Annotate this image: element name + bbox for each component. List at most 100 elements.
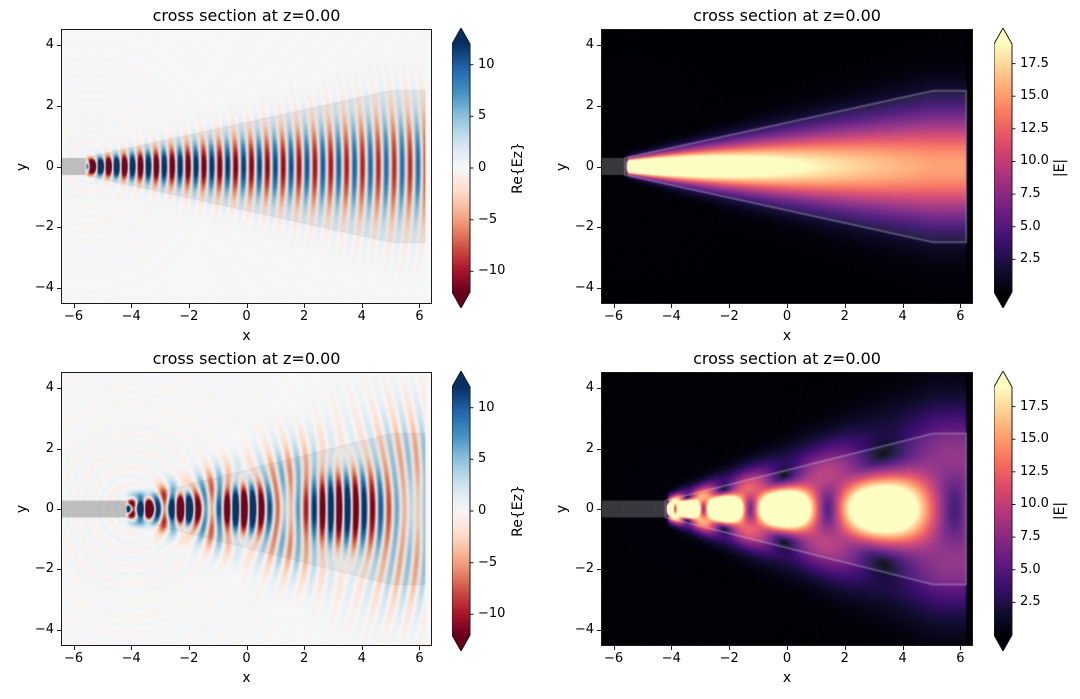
colorbar-tick-label: 10 [478, 56, 495, 72]
x-tick-mark [419, 646, 421, 650]
x-tick-mark [246, 646, 248, 650]
x-tick-label: 0 [782, 651, 792, 666]
y-tick-mark [597, 227, 601, 229]
x-tick-label: −2 [719, 651, 739, 666]
x-tick-mark [419, 304, 421, 308]
colorbar-tick-label: −5 [478, 211, 498, 227]
x-tick-mark [304, 304, 306, 308]
x-tick-mark [131, 646, 133, 650]
colorbar-tick-label: 2.5 [1020, 251, 1041, 267]
colorbar-tick-label: 10.0 [1020, 496, 1049, 512]
y-tick-mark [597, 105, 601, 107]
y-tick-mark [57, 629, 61, 631]
x-tick-label: −4 [661, 309, 681, 324]
y-tick-label: 2 [45, 97, 54, 113]
y-tick-mark [597, 448, 601, 450]
x-tick-label: 4 [357, 309, 366, 324]
x-tick-label: 2 [840, 309, 849, 324]
plot-title: cross section at z=0.00 [693, 6, 881, 25]
x-tick-mark [960, 646, 962, 650]
y-tick-label: 2 [585, 440, 594, 456]
x-tick-mark [960, 304, 962, 308]
y-tick-label: 4 [45, 380, 54, 396]
colorbar-tick-label: 17.5 [1020, 398, 1049, 414]
y-tick-label: −2 [574, 561, 594, 577]
y-tick-mark [57, 287, 61, 289]
x-tick-mark [787, 304, 788, 308]
x-tick-mark [73, 304, 75, 308]
colorbar-tick-label: −10 [478, 263, 506, 279]
y-tick-label: 4 [585, 380, 594, 396]
x-tick-mark [671, 646, 673, 650]
x-tick-label: −6 [603, 651, 624, 666]
y-tick-mark [57, 569, 61, 571]
field-image [62, 30, 431, 303]
x-tick-label: −2 [179, 309, 199, 324]
plot-title: cross section at z=0.00 [152, 349, 341, 368]
x-tick-label: −6 [63, 309, 84, 324]
y-tick-mark [57, 105, 61, 107]
colorbar-tick-label: 0 [478, 503, 487, 518]
x-tick-label: 2 [840, 651, 849, 666]
x-tick-label: 6 [415, 651, 424, 666]
x-tick-label: 0 [242, 651, 251, 666]
x-tick-mark [73, 646, 75, 650]
x-tick-label: 6 [956, 309, 965, 324]
y-tick-label: −4 [34, 279, 54, 295]
colorbar-label: |E| [1052, 501, 1068, 521]
x-tick-mark [304, 646, 306, 650]
x-tick-label: −6 [603, 309, 624, 324]
x-tick-label: 6 [956, 651, 965, 666]
x-tick-mark [361, 646, 363, 650]
y-tick-mark [597, 45, 601, 47]
y-tick-label: −2 [574, 219, 594, 235]
x-tick-label: −2 [179, 651, 199, 666]
y-tick-label: 4 [45, 37, 54, 53]
y-tick-mark [57, 448, 61, 450]
colorbar-tick-label: 5.0 [1020, 218, 1041, 234]
x-tick-label: 6 [415, 309, 424, 324]
colorbar [451, 26, 476, 312]
x-axis-label: x [242, 670, 251, 686]
x-tick-mark [671, 304, 673, 308]
colorbar [993, 369, 1018, 655]
x-tick-label: −4 [121, 309, 141, 324]
colorbar-tick-label: 0 [478, 160, 487, 175]
x-tick-label: 4 [898, 651, 907, 666]
y-tick-mark [597, 287, 601, 289]
x-tick-mark [729, 646, 731, 650]
y-tick-label: 0 [585, 158, 594, 174]
x-tick-mark [188, 304, 190, 308]
field-image [62, 373, 431, 645]
y-tick-mark [597, 569, 601, 571]
field-image [602, 30, 972, 303]
x-tick-label: −6 [63, 651, 84, 666]
y-tick-mark [57, 509, 61, 510]
plot-area [61, 372, 432, 646]
y-tick-label: 0 [45, 158, 54, 174]
y-tick-label: −4 [34, 621, 54, 637]
plot-area [61, 29, 432, 304]
plot-title: cross section at z=0.00 [152, 6, 341, 25]
colorbar-tick-label: 7.5 [1020, 186, 1041, 202]
y-tick-mark [597, 166, 601, 168]
plot-area [601, 372, 973, 646]
x-tick-label: 0 [242, 309, 251, 324]
colorbar [451, 369, 476, 655]
x-tick-mark [844, 646, 846, 650]
y-tick-mark [597, 388, 601, 390]
x-axis-label: x [782, 670, 792, 686]
colorbar-tick-label: 2.5 [1020, 594, 1041, 610]
x-tick-mark [902, 646, 904, 650]
x-tick-label: 2 [300, 651, 309, 666]
x-tick-label: 4 [898, 309, 907, 324]
x-axis-label: x [782, 328, 792, 344]
x-tick-mark [361, 304, 363, 308]
colorbar-tick-label: 7.5 [1020, 529, 1041, 545]
x-tick-mark [188, 646, 190, 650]
x-tick-mark [613, 304, 615, 308]
colorbar-tick-label: −5 [478, 554, 498, 570]
